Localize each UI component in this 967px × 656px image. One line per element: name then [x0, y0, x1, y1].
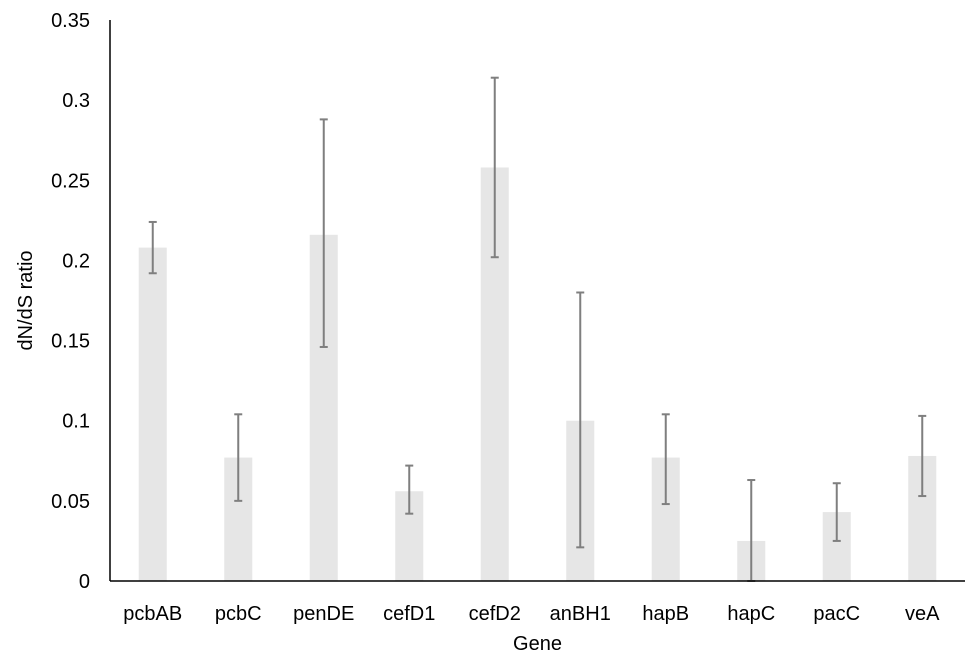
y-tick-label: 0.25	[51, 170, 90, 192]
x-tick-label: cefD2	[469, 603, 521, 625]
y-tick-label: 0.15	[51, 331, 90, 353]
x-tick-labels: pcbAB pcbC penDE cefD1 cefD2 anBH1 hapB hapC pac…	[123, 603, 940, 625]
y-tick-labels: 0 0.05 0.1 0.15 0.2 0.25 0.3 0.35	[51, 10, 90, 593]
x-tick-label: anBH1	[550, 603, 611, 625]
y-tick-label: 0.3	[62, 90, 90, 112]
x-tick-label: hapC	[727, 603, 775, 625]
x-tick-label: penDE	[293, 603, 354, 625]
y-tick-label: 0.35	[51, 10, 90, 32]
x-tick-label: pcbC	[215, 603, 262, 625]
x-tick-label: hapB	[642, 603, 689, 625]
y-axis-title: dN/dS ratio	[15, 250, 37, 350]
x-tick-label: pcbAB	[123, 603, 182, 625]
y-tick-label: 0.1	[62, 411, 90, 433]
y-tick-label: 0.05	[51, 491, 90, 513]
axes-group	[109, 20, 965, 582]
x-tick-label: pacC	[813, 603, 860, 625]
y-tick-label: 0.2	[62, 250, 90, 272]
bar	[138, 247, 167, 581]
x-tick-label: cefD1	[383, 603, 435, 625]
bars-group	[138, 167, 937, 582]
x-axis-title: Gene	[513, 633, 562, 655]
x-tick-label: veA	[905, 603, 940, 625]
error-bars-group	[148, 76, 927, 582]
y-tick-label: 0	[79, 571, 90, 593]
